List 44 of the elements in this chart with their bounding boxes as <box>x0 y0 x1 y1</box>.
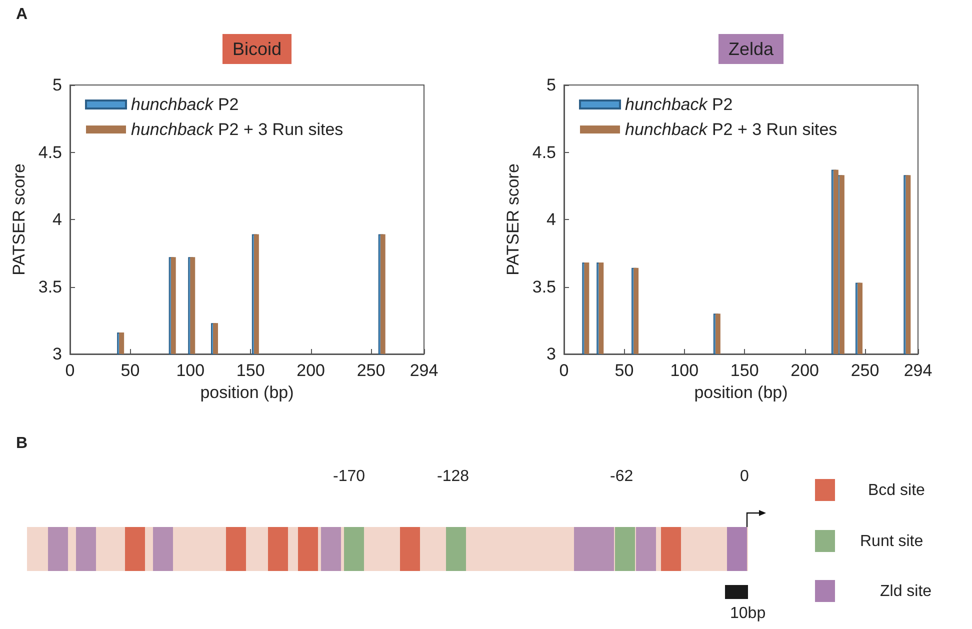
y-tick-label: 3 <box>546 344 556 364</box>
y-tick-label: 4 <box>546 210 556 229</box>
x-tick-label: 150 <box>236 361 265 380</box>
y-axis-title: PATSER score <box>503 164 522 276</box>
legend-label: hunchback P2 + 3 Run sites <box>131 120 344 139</box>
legend-label: hunchback P2 + 3 Run sites <box>625 120 838 139</box>
legend-label: hunchback P2 <box>625 95 733 114</box>
text: -128 <box>437 468 470 486</box>
y-tick-label: 4.5 <box>38 142 62 162</box>
text: Zld site <box>880 583 932 601</box>
x-tick-label: 294 <box>410 361 438 380</box>
y-tick-label: 3 <box>52 344 62 364</box>
text: Runt site <box>860 533 924 551</box>
y-tick-label: 5 <box>52 76 62 94</box>
x-tick-label: 0 <box>559 361 569 380</box>
text: -170 <box>333 468 366 486</box>
x-tick-label: 250 <box>850 361 880 380</box>
x-tick-label: 250 <box>356 361 386 380</box>
y-tick-label: 5 <box>546 76 556 94</box>
chart-title: Zelda <box>728 39 774 59</box>
x-tick-label: 100 <box>176 361 205 380</box>
x-tick-label: 50 <box>120 361 140 380</box>
text: A <box>16 6 28 24</box>
x-tick-label: 150 <box>730 361 759 380</box>
x-tick-label: 0 <box>65 361 75 380</box>
y-axis-title: PATSER score <box>9 164 28 276</box>
x-tick-label: 294 <box>904 361 932 380</box>
x-axis-title: position (bp) <box>200 382 294 402</box>
y-tick-label: 3.5 <box>38 277 62 296</box>
chart-title: Bicoid <box>232 39 282 59</box>
text: -62 <box>610 468 634 486</box>
text: 0 <box>740 468 749 486</box>
y-tick-label: 3.5 <box>532 277 556 296</box>
x-tick-label: 200 <box>296 361 326 380</box>
x-tick-label: 50 <box>614 361 634 380</box>
text: B <box>16 435 28 453</box>
x-tick-label: 200 <box>790 361 820 380</box>
y-tick-label: 4.5 <box>532 142 556 162</box>
x-axis-title: position (bp) <box>694 382 788 402</box>
text: 10bp <box>730 605 766 623</box>
x-tick-label: 100 <box>670 361 699 380</box>
y-tick-label: 4 <box>52 210 62 229</box>
legend-label: hunchback P2 <box>131 95 239 114</box>
text: Bcd site <box>868 482 925 500</box>
